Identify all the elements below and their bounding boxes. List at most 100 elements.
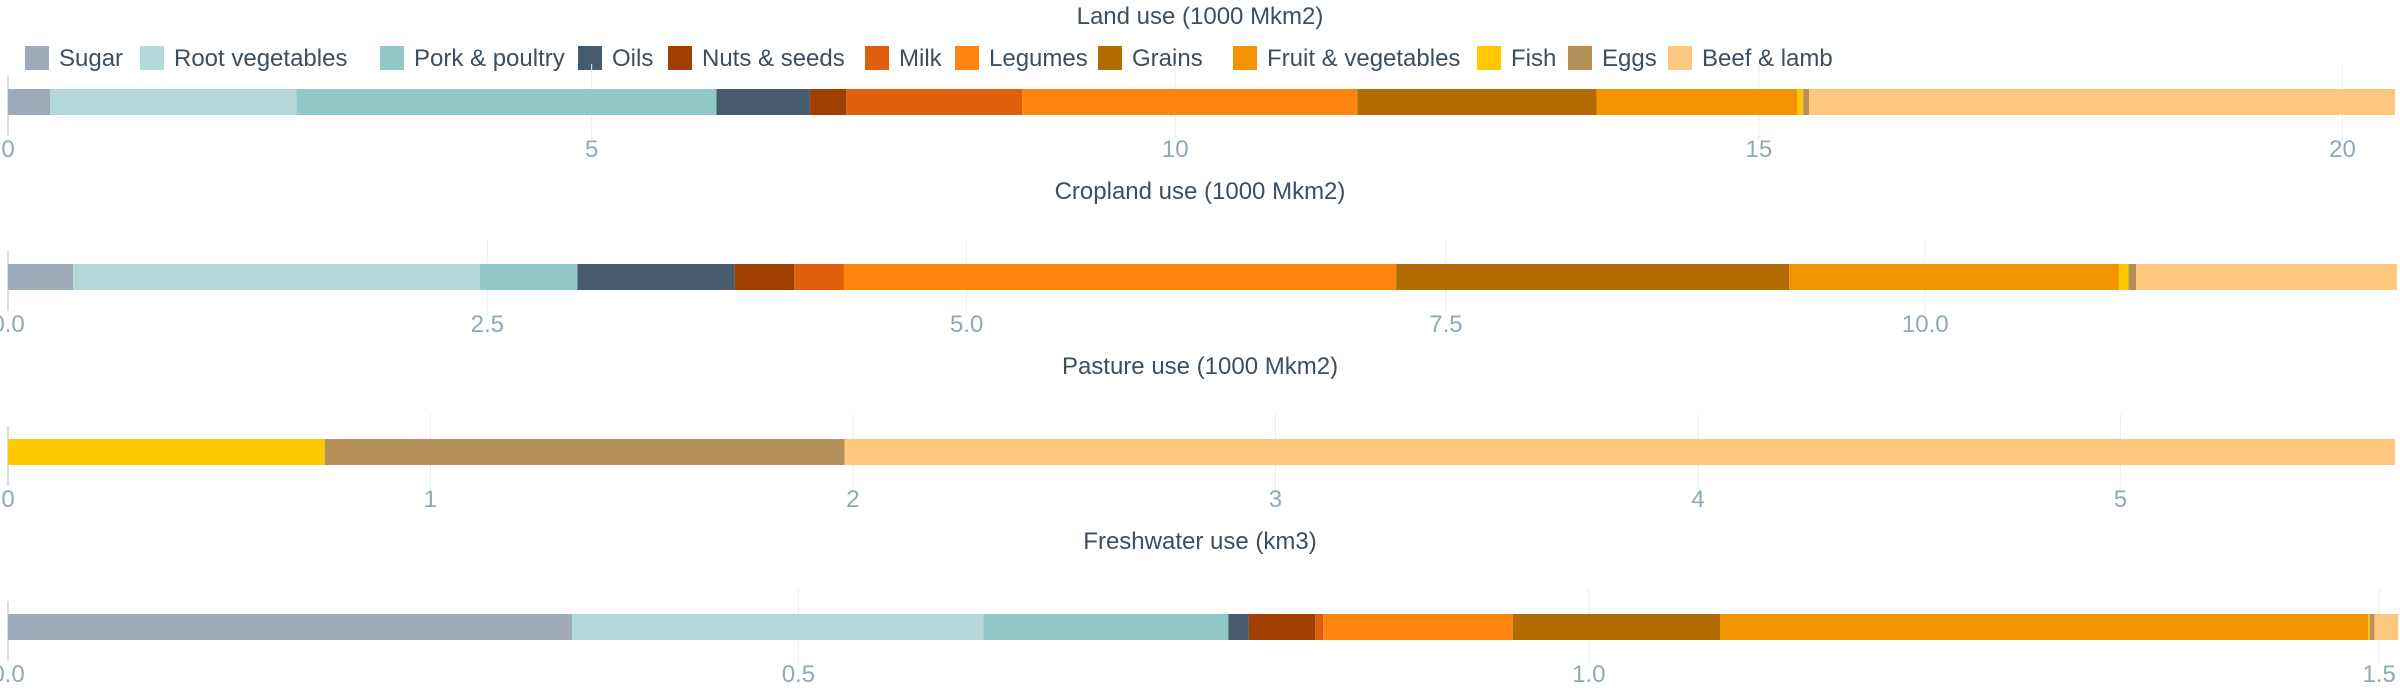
bar-segment-beef-lamb [844, 439, 2396, 465]
legend: Sugar Root vegetables Pork & poultry Oils Nu… [25, 45, 1833, 72]
legend-label: Nuts & seeds [702, 45, 845, 72]
tick-label: 4 [1691, 486, 1704, 513]
legend-item: Nuts & seeds [668, 45, 845, 72]
legend-swatch [865, 46, 889, 70]
legend-label: Grains [1132, 45, 1203, 72]
legend-item: Pork & poultry [380, 45, 565, 72]
legend-swatch [1233, 46, 1257, 70]
legend-label: Eggs [1602, 45, 1657, 72]
bar-segment-sugar [8, 89, 51, 115]
legend-label: Fish [1511, 45, 1556, 72]
bar-segment-fruit-vegetables [1596, 89, 1798, 115]
panel-2: Pasture use (1000 Mkm2) 0 1 2 3 4 5 [1, 353, 2396, 513]
tick-label: 0.0 [0, 311, 25, 338]
legend-label: Root vegetables [174, 45, 347, 72]
legend-swatch [1098, 46, 1122, 70]
tick-label: 0.0 [0, 661, 25, 688]
tick-label: 2.5 [471, 311, 504, 338]
bar-segment-beef-lamb [2374, 614, 2399, 640]
legend-item: Grains [1098, 45, 1203, 72]
legend-swatch [1568, 46, 1592, 70]
bar-segment-milk [846, 89, 1023, 115]
bar-segment-root-vegetables [73, 264, 480, 290]
bar-segment-sugar [8, 264, 74, 290]
legend-item: Root vegetables [140, 45, 347, 72]
legend-label: Fruit & vegetables [1267, 45, 1460, 72]
panel-0: Land use (1000 Mkm2) 0 5 10 15 20 [1, 3, 2395, 163]
bar-segment-oils [716, 89, 810, 115]
legend-item: Fruit & vegetables [1233, 45, 1460, 72]
bar-segment-root-vegetables [572, 614, 984, 640]
bar-segment-nuts-seeds [1248, 614, 1316, 640]
bar-segment-beef-lamb [2136, 264, 2397, 290]
bar-segment-legumes [1323, 614, 1513, 640]
bar-segment-beef-lamb [1809, 89, 2395, 115]
bar-segment-eggs [2128, 264, 2137, 290]
panel-title: Cropland use (1000 Mkm2) [1055, 178, 1346, 205]
tick-label: 7.5 [1429, 311, 1462, 338]
bar-segment-sugar [8, 614, 573, 640]
bar-segment-eggs [324, 439, 845, 465]
tick-label: 0 [1, 486, 14, 513]
legend-item: Beef & lamb [1668, 45, 1833, 72]
panel-title: Land use (1000 Mkm2) [1077, 3, 1324, 30]
legend-label: Pork & poultry [414, 45, 565, 72]
tick-label: 0 [1, 136, 14, 163]
panel-1: Cropland use (1000 Mkm2) 0.0 2.5 5.0 7.5 10.0 [0, 178, 2397, 338]
bar-segment-grains [1512, 614, 1721, 640]
legend-item: Milk [865, 45, 943, 72]
bar-segment-milk [1315, 614, 1324, 640]
bar-segment-pork-poultry [296, 89, 717, 115]
tick-label: 10 [1162, 136, 1189, 163]
bar-segment-pork-poultry [983, 614, 1229, 640]
tick-label: 1.5 [2363, 661, 2396, 688]
panel-title: Freshwater use (km3) [1083, 528, 1316, 555]
bar-segment-fruit-vegetables [1789, 264, 2119, 290]
tick-label: 15 [1746, 136, 1773, 163]
bar-segment-nuts-seeds [734, 264, 795, 290]
legend-item: Fish [1477, 45, 1556, 72]
legend-label: Milk [899, 45, 943, 72]
tick-label: 5 [585, 136, 598, 163]
bar-segment-eggs [1803, 89, 1810, 115]
panel-title: Pasture use (1000 Mkm2) [1062, 353, 1338, 380]
tick-label: 5.0 [950, 311, 983, 338]
legend-item: Legumes [955, 45, 1088, 72]
legend-swatch [955, 46, 979, 70]
legend-swatch [1668, 46, 1692, 70]
bar-segment-fish [8, 439, 325, 465]
legend-swatch [25, 46, 49, 70]
legend-swatch [1477, 46, 1501, 70]
tick-label: 1 [424, 486, 437, 513]
panel-3: Freshwater use (km3) 0.0 0.5 1.0 1.5 [0, 528, 2399, 688]
tick-label: 10.0 [1902, 311, 1949, 338]
legend-item: Sugar [25, 45, 123, 72]
legend-label: Sugar [59, 45, 123, 72]
tick-label: 20 [2329, 136, 2356, 163]
legend-label: Oils [612, 45, 653, 72]
legend-label: Legumes [989, 45, 1088, 72]
bar-segment-legumes [843, 264, 1397, 290]
bar-segment-fish [2368, 614, 2370, 640]
bar-segment-milk [794, 264, 844, 290]
bar-segment-pork-poultry [479, 264, 578, 290]
bar-segment-oils [1228, 614, 1249, 640]
legend-label: Beef & lamb [1702, 45, 1833, 72]
legend-swatch [380, 46, 404, 70]
legend-swatch [668, 46, 692, 70]
legend-item: Eggs [1568, 45, 1657, 72]
bar-segment-fish [2118, 264, 2129, 290]
bar-segment-grains [1357, 89, 1597, 115]
bar-segment-root-vegetables [50, 89, 297, 115]
bar-segment-fish [1797, 89, 1804, 115]
bar-segment-oils [577, 264, 735, 290]
bar-segment-fruit-vegetables [1720, 614, 2369, 640]
legend-swatch [140, 46, 164, 70]
bar-segment-legumes [1022, 89, 1358, 115]
tick-label: 0.5 [782, 661, 815, 688]
tick-label: 2 [846, 486, 859, 513]
bar-segment-eggs [2369, 614, 2375, 640]
tick-label: 1.0 [1572, 661, 1605, 688]
